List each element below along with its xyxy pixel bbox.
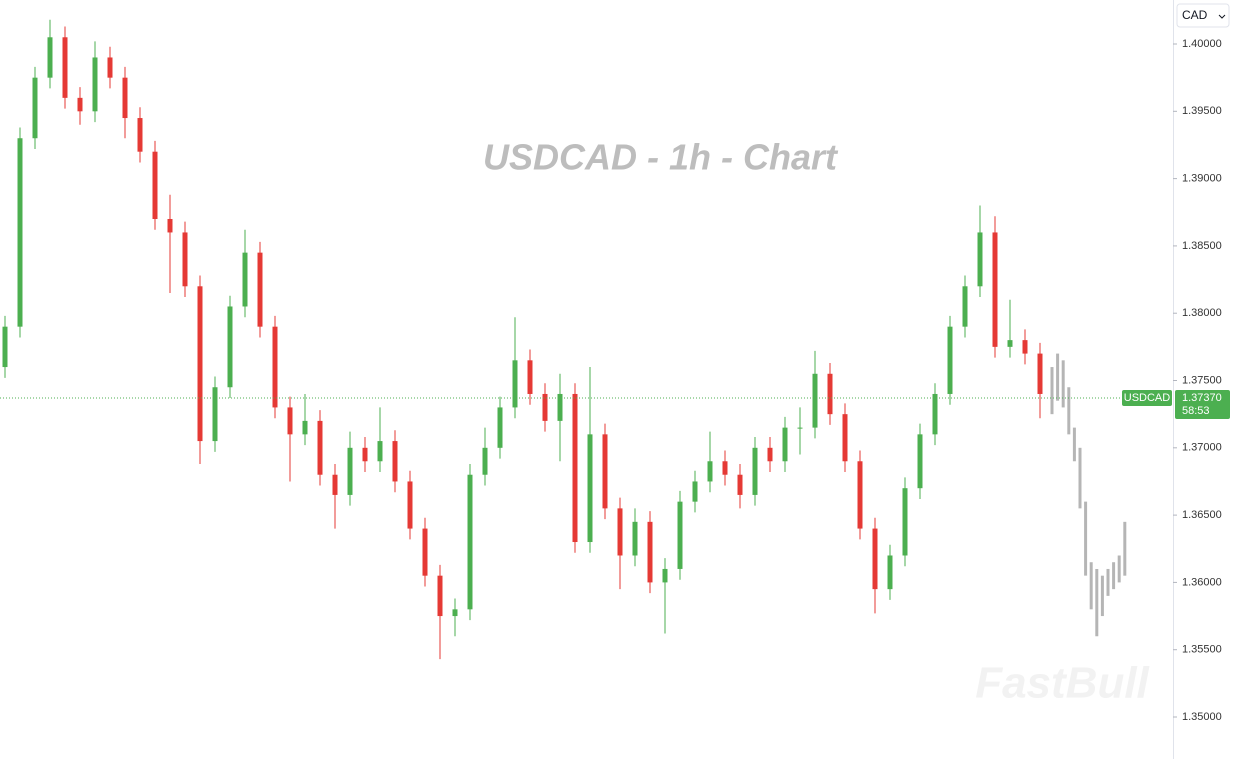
candle-body [227, 306, 233, 388]
candle-body [17, 138, 23, 327]
candle-body [842, 414, 848, 462]
candle-body [92, 57, 98, 112]
candle-body [932, 393, 938, 435]
candle-body [902, 488, 908, 556]
candle-body [347, 447, 353, 495]
candle-body [962, 286, 968, 327]
candle-body [107, 57, 113, 78]
candle-body [992, 232, 998, 347]
y-tick-label: 1.37500 [1182, 374, 1222, 386]
candle-body [392, 441, 398, 482]
candle-body [857, 461, 863, 529]
y-tick-label: 1.36500 [1182, 509, 1222, 521]
candle-body [677, 501, 683, 569]
candle-body [917, 434, 923, 489]
candle-body [977, 232, 983, 287]
price-tag [1175, 390, 1230, 420]
y-tick-label: 1.39000 [1182, 173, 1222, 185]
currency-label: CAD [1182, 8, 1208, 22]
candle-body [212, 387, 218, 442]
candle-body [32, 77, 38, 139]
candle-body [587, 434, 593, 543]
candle-body [662, 568, 668, 583]
symbol-label: USDCAD [1124, 392, 1171, 404]
candle-body [1022, 340, 1028, 354]
candle-body [632, 521, 638, 556]
candle-body [467, 474, 473, 610]
candle-body [257, 252, 263, 327]
y-tick-label: 1.38500 [1182, 240, 1222, 252]
countdown-label: 58:53 [1182, 405, 1210, 417]
price-label: 1.37370 [1182, 392, 1222, 404]
candle-body [887, 555, 893, 590]
watermark: FastBull [975, 659, 1149, 708]
candle-body [812, 373, 818, 428]
candle-body [407, 481, 413, 529]
candle-body [377, 441, 383, 462]
candle-body [707, 461, 713, 482]
candle-body [1037, 353, 1043, 394]
candle-body [362, 447, 368, 462]
y-tick-label: 1.39500 [1182, 105, 1222, 117]
candle-body [782, 427, 788, 462]
dropdown-icon [1218, 14, 1226, 19]
candle-body [152, 151, 158, 219]
candle-body [242, 252, 248, 307]
candle-body [2, 326, 8, 368]
candle-body [302, 420, 308, 435]
y-tick-label: 1.37000 [1182, 442, 1222, 454]
candle-body [572, 393, 578, 543]
candle-body [767, 447, 773, 462]
candle-body [182, 232, 188, 287]
y-tick-label: 1.35000 [1182, 711, 1222, 723]
candle-body [77, 97, 83, 112]
candle-body [62, 37, 68, 98]
candle-body [602, 434, 608, 509]
candle-body [437, 575, 443, 617]
candle-body [737, 474, 743, 495]
y-tick-label: 1.40000 [1182, 38, 1222, 50]
symbol-tag [1122, 390, 1172, 407]
y-tick-label: 1.38000 [1182, 307, 1222, 319]
candle-body [542, 393, 548, 421]
candle-body [512, 360, 518, 408]
candle-body [422, 528, 428, 576]
candle-body [827, 373, 833, 415]
candle-body [527, 360, 533, 394]
candle-body [872, 528, 878, 590]
candle-body [617, 508, 623, 556]
candle-body [722, 461, 728, 475]
candle-body [272, 326, 278, 408]
y-tick-label: 1.36000 [1182, 576, 1222, 588]
candle-body [317, 420, 323, 475]
candle-body [332, 474, 338, 495]
candle-body [167, 218, 173, 233]
candle-body [482, 447, 488, 475]
candle-body [1007, 340, 1013, 347]
candle-body [947, 326, 953, 394]
candle-body [752, 447, 758, 495]
candle-body [47, 37, 53, 78]
chart-title: USDCAD - 1h - Chart [483, 137, 839, 178]
candle-body [122, 77, 128, 119]
currency-select[interactable] [1176, 3, 1230, 28]
candle-body [287, 407, 293, 435]
candle-body [137, 118, 143, 152]
candle-body [452, 609, 458, 617]
y-tick-label: 1.35500 [1182, 644, 1222, 656]
candle-body [692, 481, 698, 502]
candle-body [497, 407, 503, 448]
candle-body [647, 521, 653, 583]
candle-body [557, 393, 563, 421]
candle-body [197, 286, 203, 442]
candle-body [797, 427, 803, 429]
